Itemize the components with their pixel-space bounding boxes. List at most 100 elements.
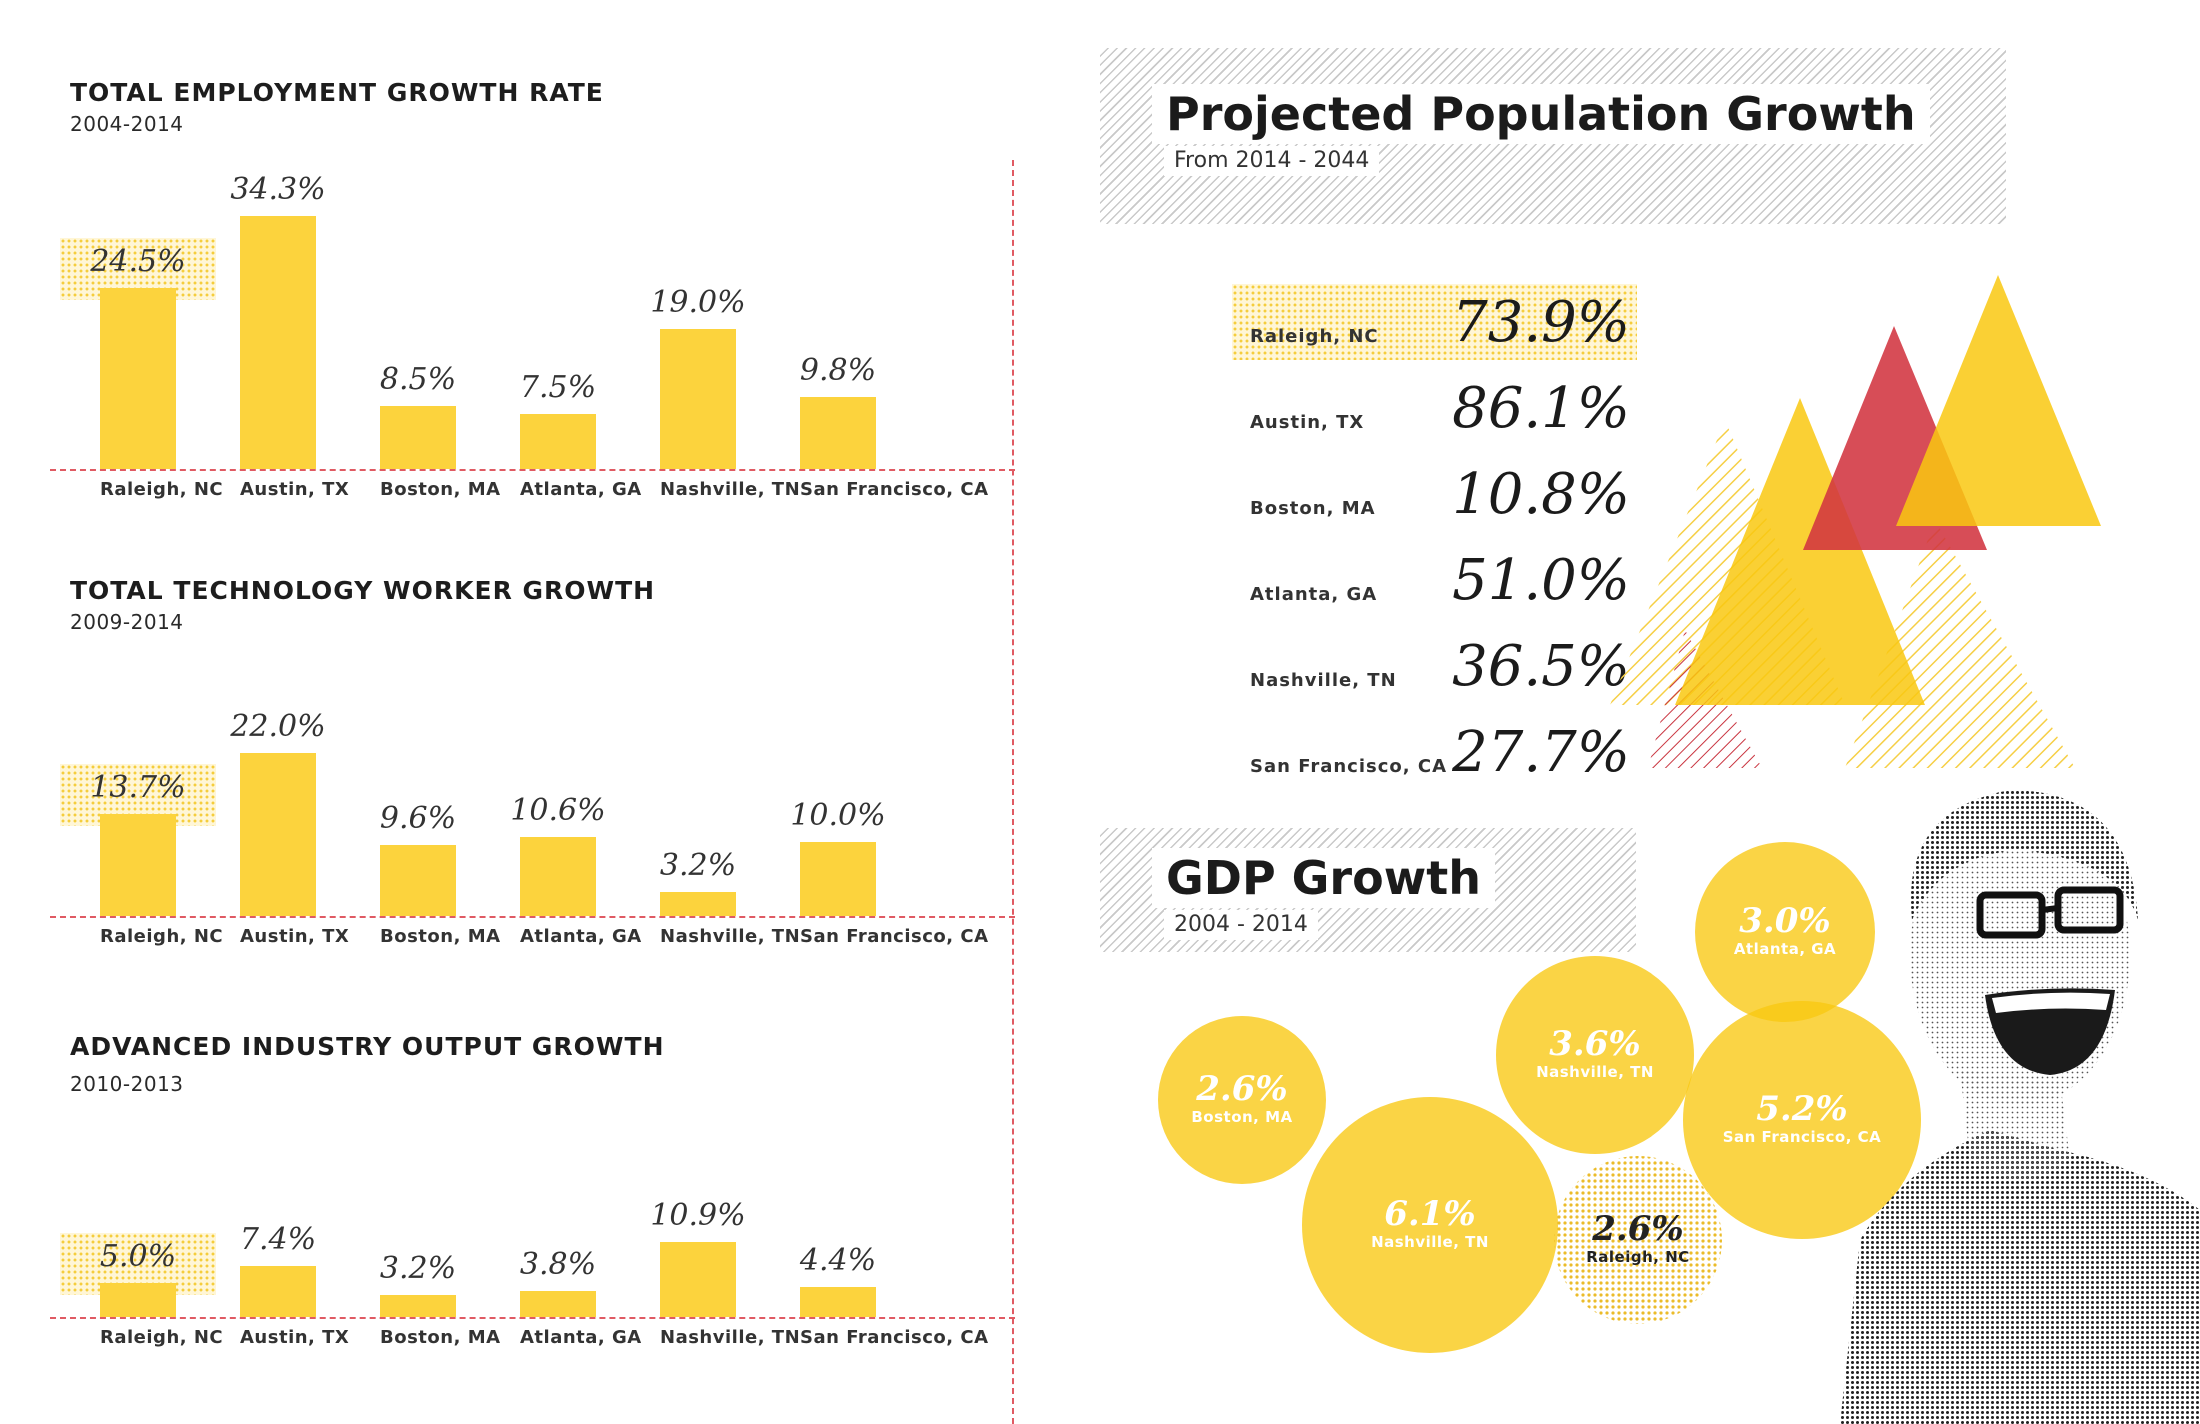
highlight-box bbox=[60, 764, 216, 826]
category-label: Boston, MA bbox=[380, 1327, 501, 1348]
population-city: Nashville, TN bbox=[1250, 670, 1397, 691]
yellow-triangle-center bbox=[1675, 398, 1925, 705]
category-label: Nashville, TN bbox=[660, 479, 801, 500]
bar-nashville-tn bbox=[660, 329, 736, 469]
gdp-value: 2.6% bbox=[1196, 1069, 1288, 1109]
bar-boston-ma bbox=[380, 406, 456, 469]
gdp-bubble bbox=[1695, 842, 1875, 1022]
bar-value-label: 34.3% bbox=[230, 172, 326, 207]
gdp-city: Nashville, TN bbox=[1536, 1063, 1654, 1081]
bar-value-label: 4.4% bbox=[799, 1243, 877, 1278]
gdp-title: GDP Growth bbox=[1152, 848, 1495, 908]
population-subtitle: From 2014 - 2044 bbox=[1164, 146, 1380, 176]
category-label: Boston, MA bbox=[380, 479, 501, 500]
category-label: Austin, TX bbox=[240, 926, 350, 947]
bar-atlanta-ga bbox=[520, 414, 596, 469]
bar-san-francisco-ca bbox=[800, 1287, 876, 1317]
chart-baseline bbox=[50, 916, 1015, 918]
chart-title: ADVANCED INDUSTRY OUTPUT GROWTH bbox=[70, 1032, 665, 1061]
gdp-city: Nashville, TN bbox=[1371, 1233, 1489, 1251]
bar-raleigh-nc bbox=[100, 1283, 176, 1317]
person-glasses-left bbox=[1976, 891, 2046, 939]
bar-austin-tx bbox=[240, 753, 316, 916]
bar-value-label: 19.0% bbox=[650, 285, 746, 320]
gdp-bubble-label: 2.6% Boston, MA bbox=[1142, 1070, 1342, 1126]
gdp-bubble-label: 6.1% Nashville, TN bbox=[1330, 1195, 1530, 1251]
gdp-city: Raleigh, NC bbox=[1586, 1248, 1690, 1266]
gdp-value: 3.0% bbox=[1739, 901, 1831, 941]
category-label: Nashville, TN bbox=[660, 1327, 801, 1348]
category-label: Boston, MA bbox=[380, 926, 501, 947]
gdp-bubble bbox=[1496, 956, 1694, 1154]
bar-raleigh-nc bbox=[100, 288, 176, 469]
category-label: Raleigh, NC bbox=[100, 1327, 224, 1348]
person-shirt bbox=[1840, 1130, 2200, 1424]
raleigh-highlight bbox=[1232, 284, 1637, 360]
bar-boston-ma bbox=[380, 845, 456, 916]
category-label: Nashville, TN bbox=[660, 926, 801, 947]
population-title: Projected Population Growth bbox=[1152, 84, 1930, 144]
population-city: San Francisco, CA bbox=[1250, 756, 1448, 777]
gdp-bubble bbox=[1302, 1097, 1558, 1353]
gdp-bubble bbox=[1158, 1016, 1326, 1184]
bar-value-label: 13.7% bbox=[90, 770, 186, 805]
chart-title: TOTAL TECHNOLOGY WORKER GROWTH bbox=[70, 576, 656, 605]
yellow-triangle-right bbox=[1896, 275, 2101, 526]
population-value: 27.7% bbox=[1452, 720, 1630, 785]
bar-nashville-tn bbox=[660, 892, 736, 916]
category-label: Raleigh, NC bbox=[100, 926, 224, 947]
chart-subtitle: 2010-2013 bbox=[70, 1072, 184, 1096]
gdp-value: 6.1% bbox=[1384, 1194, 1476, 1234]
category-label: Austin, TX bbox=[240, 1327, 350, 1348]
gdp-bubble-label: 2.6% Raleigh, NC bbox=[1538, 1210, 1738, 1266]
population-city: Austin, TX bbox=[1250, 412, 1365, 433]
gdp-city: Boston, MA bbox=[1191, 1108, 1293, 1126]
gdp-bubble-label: 5.2% San Francisco, CA bbox=[1702, 1090, 1902, 1146]
gdp-bubble-label: 3.0% Atlanta, GA bbox=[1685, 902, 1885, 958]
gdp-subtitle: 2004 - 2014 bbox=[1164, 910, 1318, 940]
category-label: San Francisco, CA bbox=[800, 1327, 989, 1348]
gdp-bubble-label: 3.6% Nashville, TN bbox=[1495, 1025, 1695, 1081]
bar-value-label: 10.6% bbox=[510, 793, 606, 828]
bar-nashville-tn bbox=[660, 1242, 736, 1317]
person-glasses-bridge bbox=[2041, 905, 2059, 913]
chart-subtitle: 2004-2014 bbox=[70, 112, 184, 136]
category-label: Austin, TX bbox=[240, 479, 350, 500]
bar-value-label: 3.8% bbox=[519, 1247, 597, 1282]
chart-baseline bbox=[50, 469, 1015, 471]
category-label: Atlanta, GA bbox=[520, 926, 642, 947]
bar-value-label: 9.8% bbox=[799, 353, 877, 388]
population-value: 86.1% bbox=[1452, 376, 1630, 441]
bar-value-label: 10.9% bbox=[650, 1198, 746, 1233]
bar-value-label: 9.6% bbox=[379, 801, 457, 836]
chart-title: TOTAL EMPLOYMENT GROWTH RATE bbox=[70, 78, 604, 107]
chart-baseline bbox=[50, 1317, 1015, 1319]
population-value: 10.8% bbox=[1452, 462, 1630, 527]
bar-san-francisco-ca bbox=[800, 397, 876, 469]
bar-atlanta-ga bbox=[520, 837, 596, 916]
bar-san-francisco-ca bbox=[800, 842, 876, 916]
person-hair bbox=[1910, 790, 2138, 920]
gdp-city: Atlanta, GA bbox=[1733, 940, 1837, 958]
gdp-value: 3.6% bbox=[1549, 1024, 1641, 1064]
bar-value-label: 10.0% bbox=[790, 798, 886, 833]
bar-atlanta-ga bbox=[520, 1291, 596, 1317]
category-label: Atlanta, GA bbox=[520, 479, 642, 500]
category-label: San Francisco, CA bbox=[800, 926, 989, 947]
bar-value-label: 22.0% bbox=[230, 709, 326, 744]
population-value: 73.9% bbox=[1452, 290, 1630, 355]
gdp-bubble bbox=[1683, 1001, 1921, 1239]
bar-boston-ma bbox=[380, 1295, 456, 1317]
person-photo bbox=[1840, 790, 2200, 1424]
population-city: Boston, MA bbox=[1250, 498, 1376, 519]
bar-value-label: 7.4% bbox=[239, 1222, 317, 1257]
bar-raleigh-nc bbox=[100, 814, 176, 916]
bar-value-label: 8.5% bbox=[379, 362, 457, 397]
triangles-graphic bbox=[1610, 275, 2101, 768]
bar-value-label: 24.5% bbox=[90, 244, 186, 279]
gdp-bubble bbox=[1554, 1156, 1722, 1324]
gdp-city: San Francisco, CA bbox=[1722, 1128, 1882, 1146]
bar-austin-tx bbox=[240, 1266, 316, 1317]
population-city: Raleigh, NC bbox=[1250, 326, 1379, 347]
population-value: 51.0% bbox=[1452, 548, 1630, 613]
